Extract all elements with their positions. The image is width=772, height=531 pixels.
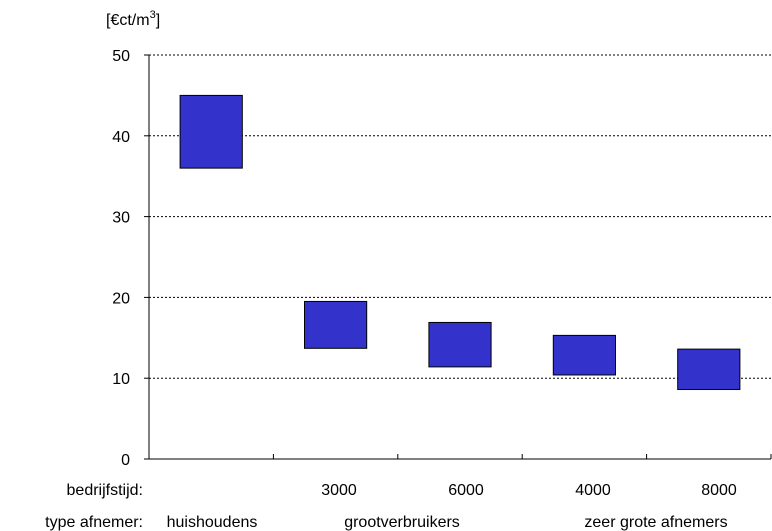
- range-box-6000: [428, 321, 492, 368]
- axes: [144, 54, 772, 460]
- bedrijfstijd-value-3000: 3000: [321, 482, 357, 499]
- bedrijfstijd-value-8000: 8000: [701, 482, 737, 499]
- y-tick-label-40: 40: [112, 129, 130, 146]
- y-axis-unit-label: [€ct/m3]: [106, 9, 160, 29]
- y-tick-label-20: 20: [112, 290, 130, 307]
- range-box-huishoudens: [179, 94, 243, 169]
- range-boxes: [179, 94, 741, 391]
- type-value-grootverbruikers: grootverbruikers: [344, 514, 460, 531]
- y-tick-label-30: 30: [112, 210, 130, 227]
- type-value-zeer-grote-afnemers: zeer grote afnemers: [584, 514, 727, 531]
- y-tick-labels: 0 10 20 30 40 50: [112, 48, 130, 469]
- range-box-3000: [304, 300, 368, 349]
- type-afnemer-title: type afnemer:: [45, 514, 143, 531]
- bedrijfstijd-title: bedrijfstijd:: [67, 482, 143, 499]
- y-tick-label-0: 0: [121, 452, 130, 469]
- bedrijfstijd-value-6000: 6000: [448, 482, 484, 499]
- range-box-8000: [677, 348, 741, 391]
- range-box-4000: [552, 334, 616, 376]
- y-tick-label-50: 50: [112, 48, 130, 65]
- bedrijfstijd-value-4000: 4000: [575, 482, 611, 499]
- type-value-huishoudens: huishoudens: [167, 514, 258, 531]
- y-tick-label-10: 10: [112, 371, 130, 388]
